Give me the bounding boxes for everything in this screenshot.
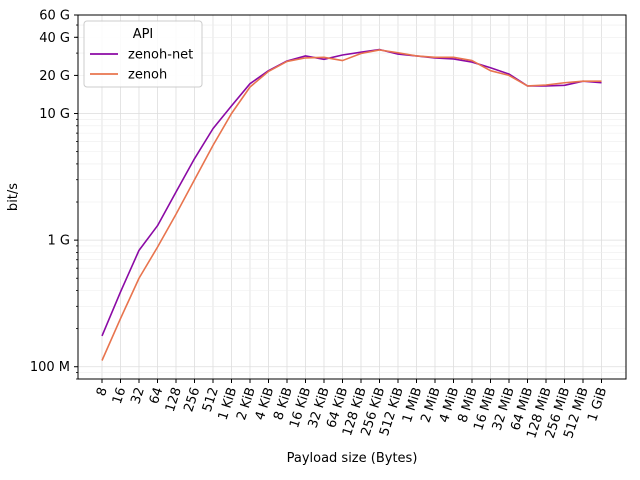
x-tick-label: 16 bbox=[110, 386, 129, 406]
series-line-zenoh-net bbox=[101, 48, 602, 337]
x-tick-label: 8 bbox=[94, 386, 111, 399]
legend-label-zenoh-net: zenoh-net bbox=[128, 48, 193, 63]
x-tick-label: 64 bbox=[147, 386, 166, 406]
y-tick-label: 1 G bbox=[48, 234, 70, 249]
legend-box bbox=[83, 20, 203, 88]
legend: API zenoh-net zenoh bbox=[83, 20, 203, 88]
series-line-zenoh bbox=[101, 49, 602, 361]
legend-title: API bbox=[133, 27, 154, 42]
y-tick-label: 20 G bbox=[39, 69, 70, 84]
x-tick-label: 512 bbox=[200, 386, 222, 414]
plot-frame bbox=[77, 14, 627, 380]
y-axis: 100 M 1 G 10 G 20 G 40 G 60 G bbox=[30, 9, 78, 380]
y-tick-label: 10 G bbox=[39, 107, 70, 122]
x-tick-label: 128 bbox=[163, 386, 185, 414]
y-axis-label: bit/s bbox=[6, 183, 21, 211]
y-tick-label: 60 G bbox=[39, 9, 70, 24]
x-axis-label: Payload size (Bytes) bbox=[287, 451, 418, 466]
y-tick-label: 40 G bbox=[39, 31, 70, 46]
y-tick-label: 100 M bbox=[30, 360, 70, 375]
series-layer bbox=[101, 48, 602, 361]
x-tick-label: 32 bbox=[128, 386, 147, 406]
legend-label-zenoh: zenoh bbox=[128, 68, 167, 83]
x-tick-label: 256 bbox=[181, 386, 203, 414]
legend-entries: zenoh-net zenoh bbox=[90, 48, 193, 83]
